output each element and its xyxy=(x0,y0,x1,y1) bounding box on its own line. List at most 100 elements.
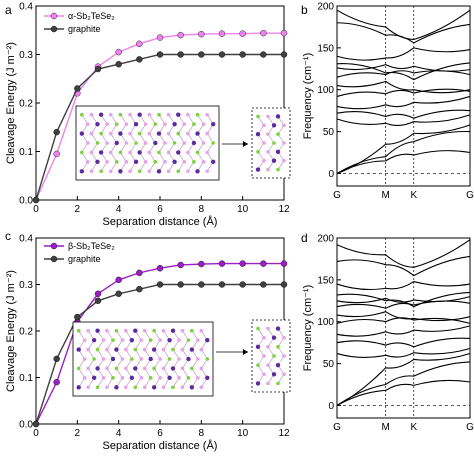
atom xyxy=(275,149,281,155)
bond xyxy=(129,133,137,144)
x-tick-label: 2 xyxy=(75,204,81,215)
phonon-band xyxy=(336,296,471,304)
panel-a: a 0 2 4 6 8 10 12 0.0 0.1 0.2 0.3 0.4 Separation dis… xyxy=(5,2,291,228)
bond xyxy=(182,368,189,379)
atom xyxy=(89,150,94,155)
y-tick-label: 0.1 xyxy=(19,373,33,384)
atom xyxy=(191,140,197,146)
atom xyxy=(161,328,166,333)
atom xyxy=(163,122,167,126)
atom xyxy=(186,150,190,155)
atom xyxy=(180,366,185,371)
atom xyxy=(137,169,142,174)
atom xyxy=(128,112,132,117)
bond xyxy=(110,161,118,172)
data-point xyxy=(239,51,246,58)
bond xyxy=(277,337,285,348)
atom xyxy=(157,112,161,117)
atom xyxy=(172,141,177,145)
atom xyxy=(196,338,200,342)
bond xyxy=(187,161,195,172)
bond xyxy=(149,152,156,163)
atom xyxy=(161,347,166,352)
y-tick-label: 0.0 xyxy=(19,196,33,207)
legend-marker xyxy=(50,12,58,20)
atom xyxy=(163,160,167,164)
bond xyxy=(139,161,146,172)
bond xyxy=(153,358,161,369)
atom xyxy=(275,326,281,331)
data-point xyxy=(177,281,184,288)
atom xyxy=(105,160,109,164)
bond xyxy=(182,330,189,341)
bond xyxy=(187,114,195,125)
atom xyxy=(282,158,286,163)
inset-structure-c xyxy=(72,319,291,397)
atom xyxy=(186,356,191,362)
panel-label-d: d xyxy=(301,231,308,245)
atom xyxy=(108,112,113,117)
bond xyxy=(182,377,189,388)
panel-label-a: a xyxy=(5,3,12,17)
phonon-band xyxy=(336,291,471,308)
atom xyxy=(186,131,190,136)
x-tick-label: 0 xyxy=(33,428,39,439)
x-tick-label: 6 xyxy=(157,204,163,215)
k-point-label: G xyxy=(333,422,341,433)
k-point-label: M xyxy=(382,190,390,201)
atom xyxy=(205,112,209,117)
atom xyxy=(129,337,135,343)
atom xyxy=(133,366,138,371)
panel-b: b 0 50 100 150 200 G M K G Frequency (cm⁻¹) xyxy=(301,2,474,202)
k-point-label: G xyxy=(466,422,474,433)
bond xyxy=(110,114,118,125)
x-axis-label: Separation distance (Å) xyxy=(103,215,218,228)
atom xyxy=(262,141,266,145)
atom xyxy=(276,345,280,349)
atom xyxy=(199,385,204,390)
atom xyxy=(133,328,138,333)
bond xyxy=(187,123,195,134)
bond xyxy=(191,368,199,379)
atom xyxy=(142,328,147,333)
atom xyxy=(190,366,194,371)
atom xyxy=(137,131,142,136)
atom xyxy=(152,366,156,371)
atom xyxy=(92,357,96,361)
bond xyxy=(116,330,123,341)
bond xyxy=(149,161,156,172)
x-tick-label: 10 xyxy=(237,428,249,439)
y-tick-label: 200 xyxy=(317,234,334,245)
axes-frame xyxy=(336,5,471,187)
y-tick-label: 0.4 xyxy=(19,2,33,13)
k-point-label: G xyxy=(466,190,474,201)
atom xyxy=(124,160,129,164)
atom xyxy=(256,326,260,331)
atom xyxy=(80,150,84,155)
atom xyxy=(255,167,261,172)
data-point xyxy=(136,285,143,293)
atom xyxy=(147,150,152,155)
y-tick-label: 0.4 xyxy=(19,234,33,245)
bond xyxy=(81,152,89,163)
atom xyxy=(76,328,81,333)
bond xyxy=(135,349,142,360)
plot-b: 0 50 100 150 200 G M K G Frequency (cm⁻¹) xyxy=(302,2,474,202)
data-point xyxy=(198,260,205,268)
bond xyxy=(129,142,137,153)
atom xyxy=(86,385,90,390)
atom xyxy=(105,347,109,352)
atom xyxy=(86,141,90,145)
atom xyxy=(147,169,152,174)
atom xyxy=(199,347,204,352)
atom xyxy=(148,356,153,362)
legend-entry: graphite xyxy=(68,24,101,34)
data-point xyxy=(239,30,246,37)
atom xyxy=(186,112,190,117)
bond xyxy=(116,368,123,379)
atom xyxy=(262,123,266,128)
bond xyxy=(163,349,170,360)
bond xyxy=(100,123,108,134)
atom xyxy=(120,357,125,361)
atom xyxy=(79,131,85,136)
